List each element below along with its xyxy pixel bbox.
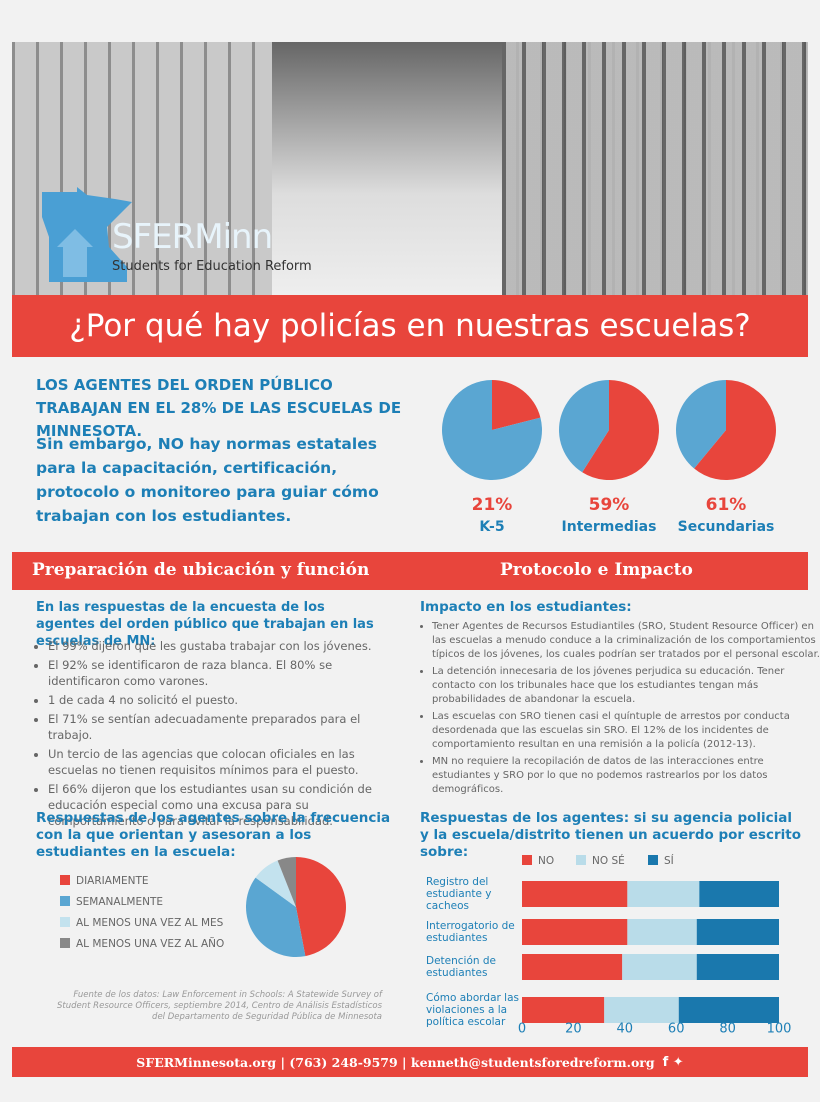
- bullet: Tener Agentes de Recursos Estudiantiles …: [432, 620, 820, 662]
- frequency-pie: DIARIAMENTE SEMANALMENTE AL MENOS UNA VEZ …: [60, 857, 347, 957]
- category-label: Cómo abordar las violaciones a la políti…: [426, 992, 519, 1028]
- bullet: Las escuelas con SRO tienen casi el quín…: [432, 710, 820, 752]
- bar-segment: [696, 954, 779, 980]
- logo: SFERMinn: [112, 217, 273, 257]
- pie-group: 21% K-5 59% Intermedias 61% Secundarias: [442, 380, 776, 535]
- x-tick-label: 20: [565, 1022, 582, 1037]
- legend-label: NO SÉ: [592, 854, 625, 867]
- bullet: MN no requiere la recopilación de datos …: [432, 755, 820, 797]
- bar-segment: [522, 997, 605, 1023]
- bar-chart: NO NO SÉ SÍ 0 20 40 60 80 100: [518, 854, 792, 1037]
- legend-swatch: [60, 917, 70, 927]
- chart-title: Respuestas de los agentes sobre la frecu…: [36, 810, 391, 860]
- left-bullets: El 99% dijeron que les gustaba trabajar …: [36, 638, 403, 832]
- bar-segment: [604, 997, 679, 1023]
- pie-label: K-5: [479, 519, 504, 535]
- pie-slice: [277, 857, 296, 907]
- legend-swatch: [576, 855, 586, 865]
- intro-headline: LOS AGENTES DEL ORDEN PÚBLICO TRABAJAN E…: [36, 376, 402, 440]
- pie-slice: [559, 380, 609, 473]
- bar-segment: [522, 954, 623, 980]
- hero-photo: SFERMinn Students for Education Reform: [12, 42, 808, 295]
- bar-segment: [522, 919, 628, 945]
- bar-segment: [522, 881, 628, 907]
- bar-segment: [696, 919, 779, 945]
- footer: SFERMinnesota.org | (763) 248-9579 | ken…: [12, 1047, 808, 1077]
- legend-label: AL MENOS UNA VEZ AL MES: [76, 917, 224, 929]
- chart-title: Respuestas de los agentes: si su agencia…: [420, 810, 801, 860]
- x-tick-label: 0: [518, 1022, 526, 1037]
- pie-slice: [442, 380, 542, 480]
- bullet: 1 de cada 4 no solicitó el puesto.: [48, 692, 403, 708]
- value-label: 21%: [472, 495, 513, 515]
- legend-swatch: [522, 855, 532, 865]
- bullet: El 99% dijeron que les gustaba trabajar …: [48, 638, 403, 654]
- legend-swatch: [60, 938, 70, 948]
- title-banner: ¿Por qué hay policías en nuestras escuel…: [12, 295, 808, 357]
- logo-icon: [42, 187, 132, 282]
- social-icons[interactable]: f ✦: [662, 1054, 684, 1070]
- category-label: Interrogatorio de estudiantes: [426, 920, 515, 944]
- bar-segment: [699, 881, 779, 907]
- section-title: Preparación de ubicación y función: [32, 560, 370, 580]
- category-label: Detención de estudiantes: [426, 955, 497, 979]
- bullet: Un tercio de las agencias que colocan of…: [48, 746, 403, 778]
- source-note: Fuente de los datos: Law Enforcement in …: [57, 990, 382, 1022]
- x-tick-label: 60: [668, 1022, 685, 1037]
- pie-label: Intermedias: [562, 519, 657, 535]
- legend-label: AL MENOS UNA VEZ AL AÑO: [76, 937, 224, 950]
- intro-text: Sin embargo, NO hay normas estatales par…: [36, 435, 379, 525]
- bullet: El 92% se identificaron de raza blanca. …: [48, 657, 403, 689]
- legend-swatch: [60, 896, 70, 906]
- logo-subtitle: Students for Education Reform: [112, 259, 312, 274]
- x-tick-label: 100: [767, 1022, 792, 1037]
- x-tick-label: 80: [719, 1022, 736, 1037]
- legend-swatch: [648, 855, 658, 865]
- pie-slice: [296, 857, 347, 957]
- bar-segment: [622, 954, 697, 980]
- value-label: 59%: [589, 495, 630, 515]
- bullet: La detención innecesaria de los jóvenes …: [432, 665, 820, 707]
- legend-label: SEMANALMENTE: [76, 896, 163, 908]
- pie-slice: [694, 380, 776, 480]
- left-heading: En las respuestas de la encuesta de los …: [36, 600, 374, 649]
- pie-label: Secundarias: [678, 519, 775, 535]
- pie-slice: [255, 860, 296, 907]
- x-tick-label: 40: [617, 1022, 634, 1037]
- legend-label: SÍ: [664, 854, 674, 867]
- bullet: El 71% se sentían adecuadamente preparad…: [48, 711, 403, 743]
- pie-slice: [492, 380, 541, 430]
- bar-segment: [678, 997, 779, 1023]
- section-band: Preparación de ubicación y función Proto…: [12, 552, 808, 590]
- pie-slice: [245, 877, 306, 957]
- bar-segment: [627, 919, 697, 945]
- footer-text: SFERMinnesota.org | (763) 248-9579 | ken…: [136, 1054, 655, 1070]
- section-title: Protocolo e Impacto: [500, 560, 693, 580]
- legend-label: DIARIAMENTE: [76, 875, 149, 887]
- right-heading: Impacto en los estudiantes:: [420, 599, 632, 615]
- page-title: ¿Por qué hay policías en nuestras escuel…: [69, 308, 751, 344]
- value-label: 61%: [706, 495, 747, 515]
- bar-segment: [627, 881, 700, 907]
- right-bullets: Tener Agentes de Recursos Estudiantiles …: [420, 620, 820, 800]
- pie-slice: [676, 380, 726, 469]
- legend-label: NO: [538, 855, 554, 867]
- category-label: Registro del estudiante y cacheos: [426, 876, 492, 912]
- legend-swatch: [60, 875, 70, 885]
- pie-slice: [582, 380, 659, 480]
- bullet: El 66% dijeron que los estudiantes usan …: [48, 781, 403, 829]
